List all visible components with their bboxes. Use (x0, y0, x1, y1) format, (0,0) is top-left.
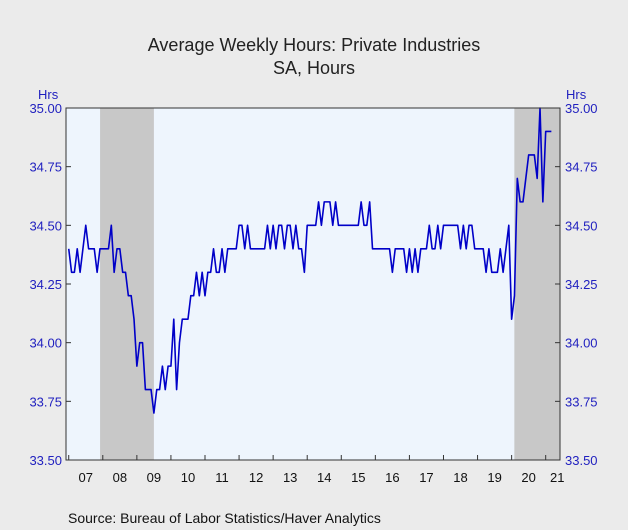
y-tick-label-right: 33.75 (565, 394, 598, 409)
x-axis: 07 08 09 10 11 12 13 14 15 16 17 18 19 20 21 (68, 455, 565, 485)
y-tick-label-left: 34.00 (29, 336, 62, 351)
x-tick-label: 19 (487, 470, 501, 485)
y-tick-label-left: 33.75 (29, 394, 62, 409)
y-tick-label-right: 34.00 (565, 336, 598, 351)
x-tick-label: 21 (550, 470, 564, 485)
y-tick-label-left: 35.00 (29, 101, 62, 116)
chart-subtitle: SA, Hours (273, 58, 355, 78)
left-unit-label: Hrs (38, 87, 59, 102)
x-tick-label: 15 (351, 470, 365, 485)
x-tick-label: 10 (181, 470, 195, 485)
y-axis-right: 35.00 34.75 34.50 34.25 34.00 33.75 33.50 (555, 101, 598, 468)
y-tick-label-left: 33.50 (29, 453, 62, 468)
x-tick-label: 18 (453, 470, 467, 485)
y-tick-label-right: 33.50 (565, 453, 598, 468)
series-line (67, 107, 552, 414)
chart-title: Average Weekly Hours: Private Industries (148, 35, 480, 55)
x-tick-label: 20 (521, 470, 535, 485)
y-tick-label-right: 34.50 (565, 218, 598, 233)
x-tick-label: 13 (283, 470, 297, 485)
source-note: Source: Bureau of Labor Statistics/Haver… (68, 510, 381, 526)
x-tick-label: 09 (147, 470, 161, 485)
x-tick-label: 08 (113, 470, 127, 485)
y-tick-label-right: 34.75 (565, 160, 598, 175)
x-tick-label: 11 (215, 470, 229, 485)
right-unit-label: Hrs (566, 87, 587, 102)
x-tick-label: 14 (317, 470, 331, 485)
x-tick-label: 12 (249, 470, 263, 485)
plot-frame (65, 107, 561, 461)
x-tick-label: 16 (385, 470, 399, 485)
y-tick-label-left: 34.25 (29, 277, 62, 292)
y-tick-label-right: 35.00 (565, 101, 598, 116)
y-tick-label-right: 34.25 (565, 277, 598, 292)
y-tick-label-left: 34.50 (29, 218, 62, 233)
x-tick-label: 07 (79, 470, 93, 485)
x-tick-label: 17 (419, 470, 433, 485)
y-tick-label-left: 34.75 (29, 160, 62, 175)
y-axis-left: 35.00 34.75 34.50 34.25 34.00 33.75 33.50 (29, 101, 71, 468)
